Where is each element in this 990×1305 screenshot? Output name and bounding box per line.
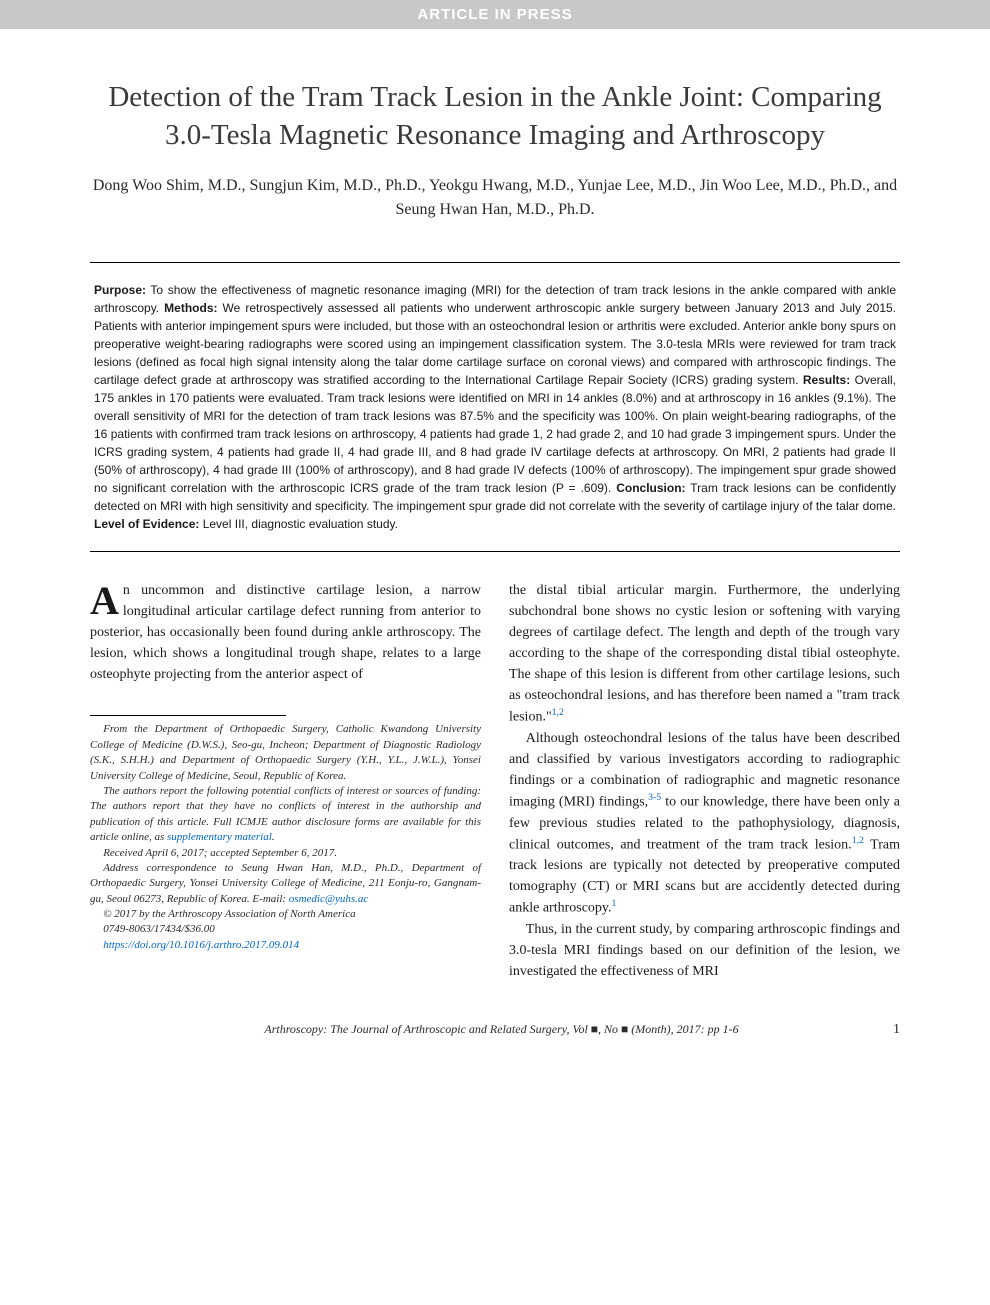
right-column: the distal tibial articular margin. Furt… <box>509 580 900 982</box>
body-para-1-cont: the distal tibial articular margin. Furt… <box>509 580 900 728</box>
abstract-methods-label: Methods: <box>164 301 217 315</box>
page-content: Detection of the Tram Track Lesion in th… <box>0 29 990 1068</box>
abstract: Purpose: To show the effectiveness of ma… <box>90 263 900 551</box>
citation-ref-1-2b[interactable]: 1,2 <box>852 835 864 846</box>
article-in-press-banner: ARTICLE IN PRESS <box>0 0 990 29</box>
footnote-copyright: © 2017 by the Arthroscopy Association of… <box>90 907 481 922</box>
footnote-separator <box>90 715 286 716</box>
supplementary-material-link[interactable]: supplementary material <box>167 831 272 843</box>
body-para-3: Thus, in the current study, by comparing… <box>509 919 900 982</box>
citation-ref-1-2[interactable]: 1,2 <box>552 707 564 718</box>
abstract-loe-label: Level of Evidence: <box>94 517 199 531</box>
abstract-purpose-label: Purpose: <box>94 283 146 297</box>
footnote-affiliation: From the Department of Orthopaedic Surge… <box>90 722 481 784</box>
body-para-1: An uncommon and distinctive cartilage le… <box>90 580 481 685</box>
article-title: Detection of the Tram Track Lesion in th… <box>90 79 900 154</box>
abstract-conclusion-label: Conclusion: <box>616 481 685 495</box>
footnote-correspondence: Address correspondence to Seung Hwan Han… <box>90 861 481 907</box>
journal-citation: Arthroscopy: The Journal of Arthroscopic… <box>110 1022 893 1037</box>
body-para-1-text: n uncommon and distinctive cartilage les… <box>90 583 481 682</box>
page-footer: Arthroscopy: The Journal of Arthroscopic… <box>90 1022 900 1038</box>
footnote-coi-text: The authors report the following potenti… <box>90 785 481 843</box>
footnote-block: From the Department of Orthopaedic Surge… <box>90 722 481 953</box>
footnote-doi: https://doi.org/10.1016/j.arthro.2017.09… <box>90 938 481 953</box>
rule-bottom <box>90 551 900 552</box>
page-number: 1 <box>893 1022 900 1038</box>
footnote-coi: The authors report the following potenti… <box>90 784 481 846</box>
dropcap: A <box>90 580 123 619</box>
author-list: Dong Woo Shim, M.D., Sungjun Kim, M.D., … <box>90 174 900 222</box>
body-para-2: Although osteochondral lesions of the ta… <box>509 728 900 919</box>
footnote-issn: 0749-8063/17434/$36.00 <box>90 922 481 937</box>
footnote-coi-post: . <box>272 831 275 843</box>
body-para-1-cont-text: the distal tibial articular margin. Furt… <box>509 583 900 725</box>
left-column: An uncommon and distinctive cartilage le… <box>90 580 481 982</box>
doi-link[interactable]: https://doi.org/10.1016/j.arthro.2017.09… <box>103 939 299 951</box>
footnote-dates: Received April 6, 2017; accepted Septemb… <box>90 846 481 861</box>
footnote-corr-text: Address correspondence to Seung Hwan Han… <box>90 862 481 905</box>
abstract-results-text: Overall, 175 ankles in 170 patients were… <box>94 373 896 495</box>
citation-ref-1[interactable]: 1 <box>612 898 617 909</box>
correspondence-email-link[interactable]: osmedic@yuhs.ac <box>289 893 368 905</box>
citation-ref-3-5[interactable]: 3-5 <box>648 792 661 803</box>
abstract-results-label: Results: <box>803 373 850 387</box>
body-columns: An uncommon and distinctive cartilage le… <box>90 580 900 982</box>
abstract-loe-text: Level III, diagnostic evaluation study. <box>199 517 398 531</box>
